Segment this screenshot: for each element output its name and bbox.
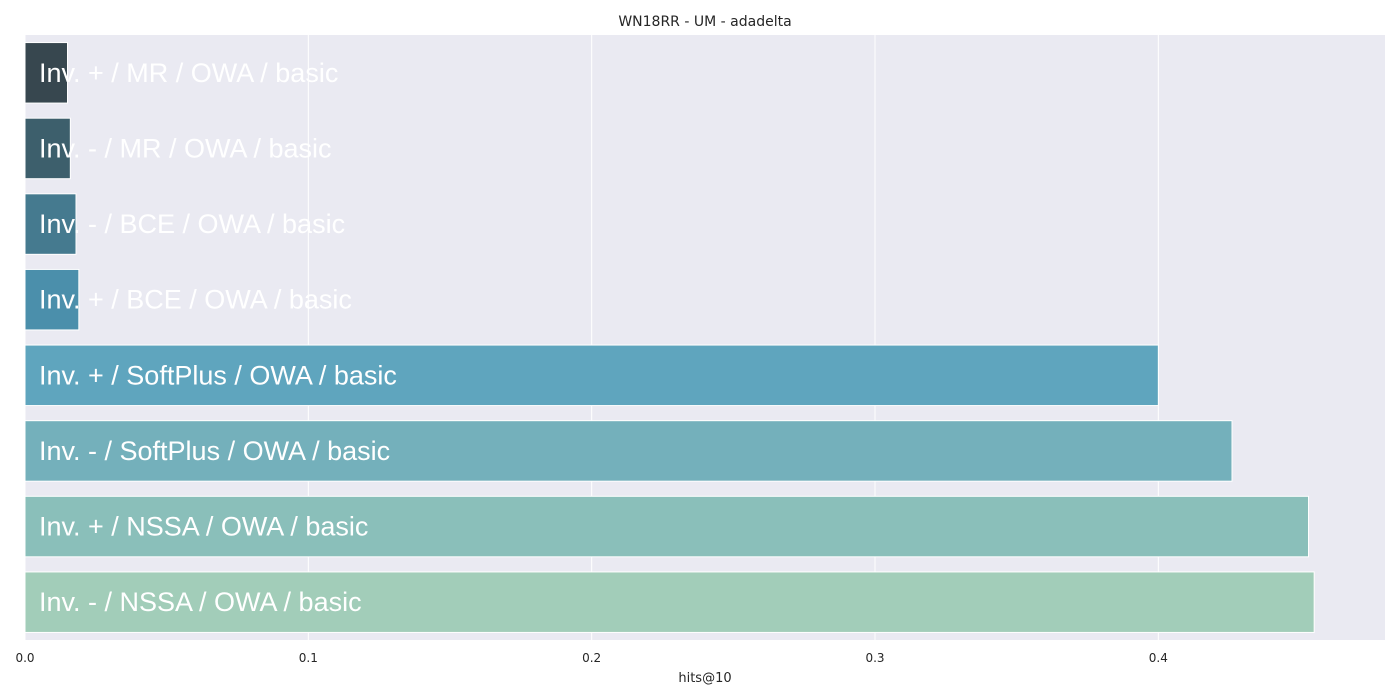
bar — [24, 571, 1315, 633]
bar-label: Inv. + / BCE / OWA / basic — [39, 285, 352, 315]
bar-label: Inv. - / BCE / OWA / basic — [39, 209, 345, 239]
bar — [24, 344, 1159, 407]
bars-group — [24, 42, 1315, 633]
bar — [24, 117, 71, 180]
bar — [24, 420, 1233, 482]
x-tick-label: 0.0 — [15, 651, 34, 665]
bar-label: Inv. + / SoftPlus / OWA / basic — [39, 360, 397, 390]
bar — [24, 495, 1309, 558]
bar-label: Inv. - / SoftPlus / OWA / basic — [39, 436, 390, 466]
x-tick-label: 0.4 — [1149, 651, 1168, 665]
bar — [24, 268, 80, 331]
bar-label: Inv. + / MR / OWA / basic — [39, 58, 338, 88]
bar — [24, 193, 77, 255]
x-axis-ticks: 0.0 0.1 0.2 0.3 0.4 — [15, 651, 1167, 665]
x-tick-label: 0.2 — [582, 651, 601, 665]
bar-label: Inv. - / NSSA / OWA / basic — [39, 587, 362, 617]
chart-title: WN18RR - UM - adadelta — [618, 14, 791, 30]
bar — [24, 42, 68, 104]
bar-label: Inv. + / NSSA / OWA / basic — [39, 512, 368, 542]
x-axis-label: hits@10 — [678, 671, 731, 686]
bar-label: Inv. - / MR / OWA / basic — [39, 133, 332, 163]
x-tick-label: 0.1 — [299, 651, 318, 665]
x-tick-label: 0.3 — [865, 651, 884, 665]
bar-labels-group: Inv. + / MR / OWA / basic Inv. - / MR / O… — [39, 58, 397, 617]
